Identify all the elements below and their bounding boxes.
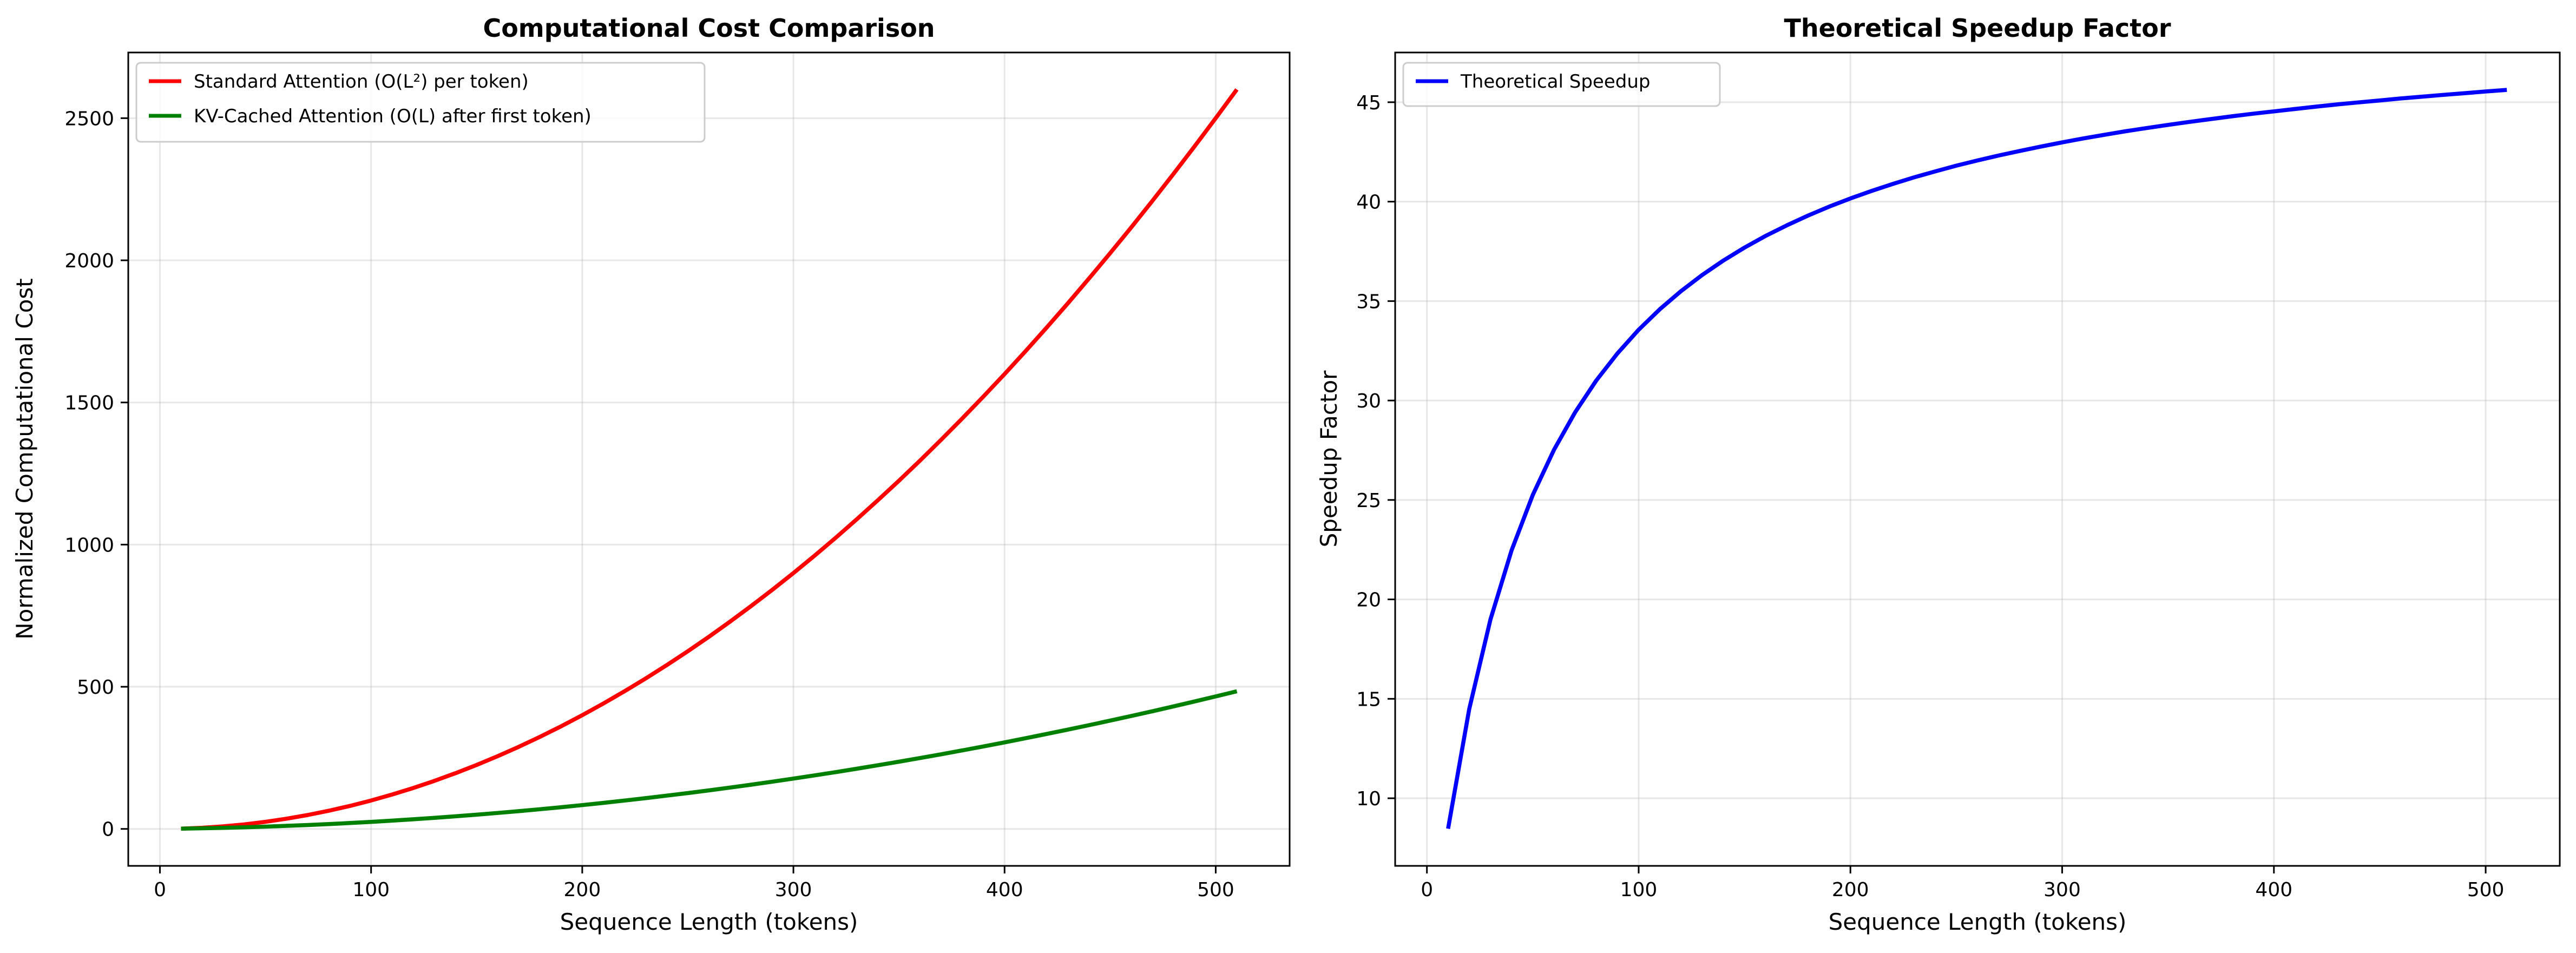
series-line-1: [181, 689, 1238, 831]
speedup-legend: Theoretical Speedup: [1402, 62, 1721, 107]
cost-chart-ylabel: Normalized Computational Cost: [11, 278, 38, 640]
legend-label-standard: Standard Attention (O(L²) per token): [194, 71, 529, 93]
legend-frame: [1402, 62, 1721, 107]
y-tick-label: 20: [1356, 589, 1381, 612]
x-tick-label: 200: [564, 879, 601, 901]
speedup-chart-title: Theoretical Speedup Factor: [1784, 14, 2171, 43]
y-tick-label: 15: [1356, 688, 1381, 711]
axes-frame: [127, 51, 1291, 867]
cost-legend: Standard Attention (O(L²) per token) KV-…: [135, 62, 706, 143]
y-tick-label: 1500: [64, 392, 114, 415]
y-tick-label: 1000: [64, 534, 114, 556]
y-tick-label: 30: [1356, 390, 1381, 412]
x-tick-label: 300: [775, 879, 812, 901]
speedup-chart-xlabel: Sequence Length (tokens): [1829, 909, 2127, 935]
y-tick-label: 45: [1356, 92, 1381, 114]
axes-frame: [1394, 51, 2561, 867]
legend-frame: [135, 62, 706, 143]
x-tick-label: 500: [2467, 879, 2505, 901]
x-tick-label: 0: [1421, 879, 1433, 901]
y-tick-label: 10: [1356, 788, 1381, 810]
cost-chart-title: Computational Cost Comparison: [483, 14, 935, 43]
series-line-0: [181, 88, 1239, 831]
cost-chart-xlabel: Sequence Length (tokens): [560, 909, 858, 935]
legend-label-kv-cached: KV-Cached Attention (O(L) after first to…: [194, 106, 592, 127]
x-tick-label: 200: [1832, 879, 1869, 901]
y-tick-label: 40: [1356, 192, 1381, 214]
speedup-chart: Theoretical Speedup Factor Sequence Leng…: [1316, 14, 2561, 935]
x-tick-label: 0: [154, 879, 166, 901]
y-tick-label: 0: [102, 819, 114, 841]
x-tick-label: 300: [2043, 879, 2081, 901]
y-tick-label: 25: [1356, 490, 1381, 512]
y-tick-label: 500: [77, 676, 114, 699]
x-tick-label: 500: [1197, 879, 1234, 901]
y-tick-label: 35: [1356, 291, 1381, 313]
legend-label-speedup: Theoretical Speedup: [1460, 71, 1650, 93]
x-tick-label: 100: [352, 879, 390, 901]
x-tick-label: 400: [2255, 879, 2292, 901]
y-tick-label: 2000: [64, 250, 114, 272]
cost-chart: Computational Cost Comparison Sequence L…: [11, 14, 1291, 935]
series-line-0: [1446, 88, 2507, 829]
x-tick-label: 100: [1620, 879, 1658, 901]
y-tick-label: 2500: [64, 108, 114, 130]
speedup-chart-ylabel: Speedup Factor: [1316, 370, 1342, 548]
x-tick-label: 400: [986, 879, 1023, 901]
